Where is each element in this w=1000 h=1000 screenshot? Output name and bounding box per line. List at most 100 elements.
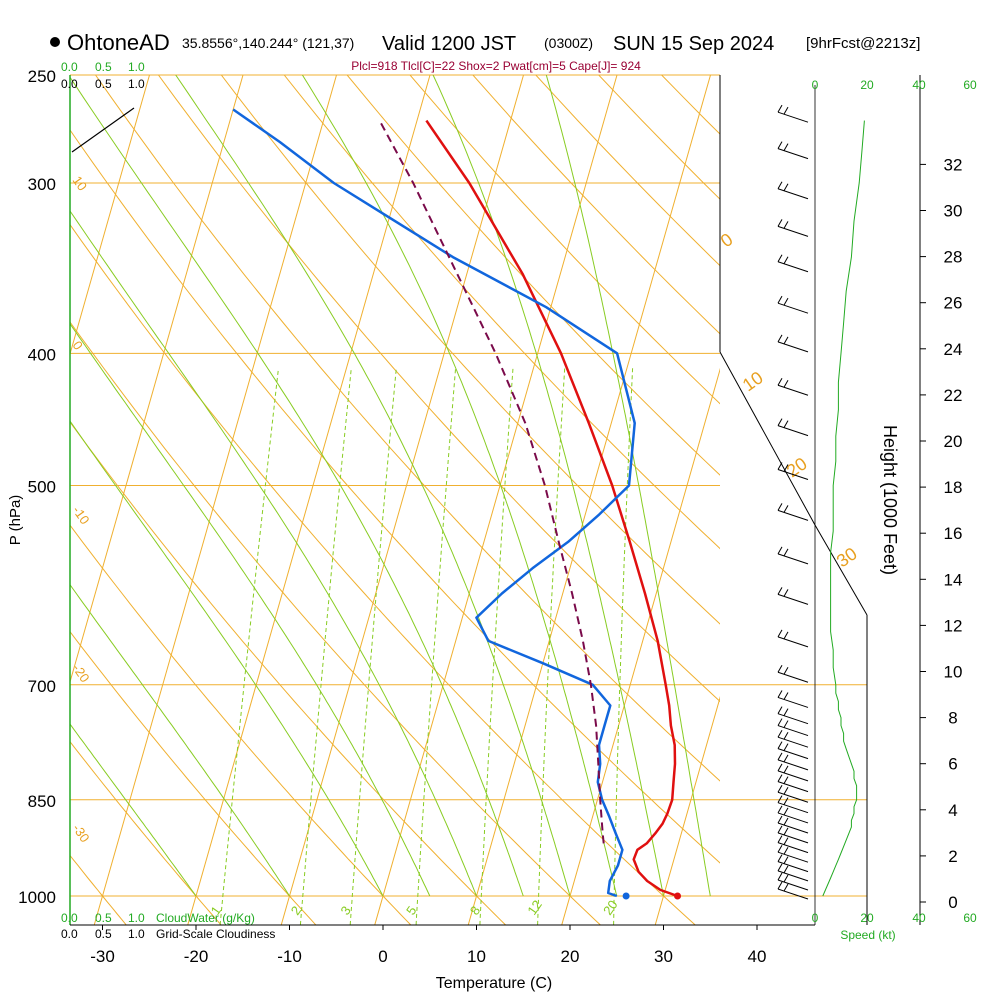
temperature-tick-label: 20 <box>561 947 580 966</box>
pressure-tick-label: 1000 <box>18 888 56 907</box>
isotherm-label: -30 <box>70 821 93 845</box>
wind-barb <box>777 763 809 782</box>
moist-adiabat-line <box>70 420 384 897</box>
sounding-series <box>232 108 678 898</box>
mixing-ratio-label: 20 <box>600 897 621 917</box>
pressure-tick-label: 400 <box>28 345 56 364</box>
temperature-tick-label: 10 <box>467 947 486 966</box>
cloud-scale-top: 0.0 0.5 1.0 0.0 0.5 1.0 <box>61 60 145 91</box>
speed-bottom-40: 40 <box>912 911 926 925</box>
isotherm-label: -10 <box>70 503 93 527</box>
moist-adiabat-line <box>301 75 618 897</box>
wind-barb <box>777 295 809 314</box>
dry-adiabat-line <box>716 0 1000 925</box>
wind-barb <box>777 629 809 648</box>
dry-adiabat-line <box>157 75 720 703</box>
wind-barb <box>777 418 809 437</box>
cloud-top-black-1: 0.5 <box>95 77 112 91</box>
isotherm-lines <box>70 75 720 925</box>
pressure-tick-label: 700 <box>28 677 56 696</box>
height-tick-label: 8 <box>948 709 957 728</box>
wind-barb <box>777 546 809 565</box>
height-tick-label: 16 <box>944 524 963 543</box>
wind-barb <box>777 844 809 863</box>
height-tick-label: 0 <box>948 893 957 912</box>
isotherm-line <box>70 75 244 684</box>
speed-scale: 0 20 40 60 0 20 40 60 Speed (kt) <box>812 78 977 942</box>
dry-adiabat-line <box>893 0 1000 925</box>
height-tick-label: 10 <box>944 663 963 682</box>
isotherm-label: 10 <box>70 173 91 193</box>
temperature-tick-label: 0 <box>378 947 387 966</box>
station-name: OhtoneAD <box>67 30 170 55</box>
wind-barb <box>777 785 809 803</box>
speed-top-60: 60 <box>963 78 977 92</box>
speed-profile-line <box>822 120 865 897</box>
wind-barb <box>777 795 809 814</box>
temperature-tick-label: 40 <box>748 947 767 966</box>
wind-barb <box>777 805 809 824</box>
height-tick-label: 28 <box>944 248 963 267</box>
height-tick-label: 32 <box>944 155 963 174</box>
dry-adiabat-line <box>283 75 720 550</box>
dry-adiabat-line <box>657 0 1000 925</box>
cloudiness-label: Grid-Scale Cloudiness <box>156 927 275 941</box>
wind-barb <box>777 835 809 854</box>
isotherm-line <box>280 75 525 925</box>
moist-adiabat-line <box>70 723 197 897</box>
surface-point <box>674 892 682 900</box>
height-tick-label: 12 <box>944 616 963 635</box>
valid-time: Valid 1200 JST <box>382 33 516 55</box>
cloud-bottom-black-2: 1.0 <box>128 927 145 941</box>
speed-axis-label: Speed (kt) <box>840 928 895 942</box>
dry-adiabat-line <box>472 75 720 335</box>
speed-top-40: 40 <box>912 78 926 92</box>
wind-barb <box>777 706 809 725</box>
dry-adiabat-line <box>94 75 720 782</box>
moist-adiabat-line <box>70 583 290 897</box>
dry-adiabat-line <box>0 0 31 925</box>
surface-point <box>622 892 630 900</box>
wind-barb <box>777 729 809 748</box>
wind-barb <box>777 219 809 237</box>
pressure-tick-label: 850 <box>28 792 56 811</box>
mixing-ratio-line <box>349 367 397 925</box>
dry-adiabat-lines <box>0 0 1000 925</box>
wind-barb <box>777 254 809 273</box>
dry-adiabat-line <box>346 75 720 476</box>
wind-barb <box>777 334 809 353</box>
temperature-tick-label: -30 <box>90 947 115 966</box>
mixing-ratio-label: 2 <box>288 903 304 918</box>
cloud-scale-bottom: 0.0 0.5 1.0 CloudWater (g/Kg) 0.0 0.5 1.… <box>61 911 275 941</box>
moist-adiabat-lines <box>70 75 711 897</box>
temperature-axis: -30 -20 -10 0 10 20 30 40 <box>90 925 766 966</box>
cloud-water-label: CloudWater (g/Kg) <box>156 911 255 925</box>
wind-barb <box>777 881 809 900</box>
x-axis-label: Temperature (C) <box>436 975 552 992</box>
wind-barb <box>777 104 809 123</box>
wind-barb <box>777 854 809 873</box>
speed-bottom-60: 60 <box>963 911 977 925</box>
dry-adiabat-label: 20 <box>783 453 811 481</box>
wind-barb <box>777 774 809 793</box>
wind-barbs <box>777 104 809 900</box>
speed-top-0: 0 <box>812 78 819 92</box>
moist-adiabat-line <box>432 75 664 897</box>
dry-adiabat-label: 30 <box>833 543 861 571</box>
indices-line: Plcl=918 Tlcl[C]=22 Shox=2 Pwat[cm]=5 Ca… <box>351 59 641 73</box>
dry-adiabat-line <box>535 75 720 267</box>
wind-speed-profile <box>822 120 865 897</box>
wind-barb <box>777 503 809 521</box>
height-tick-label: 2 <box>948 847 957 866</box>
wind-barb <box>777 718 809 737</box>
mixing-ratio-line <box>219 367 279 925</box>
height-tick-label: 22 <box>944 386 963 405</box>
moist-adiabat-line <box>70 322 431 897</box>
pressure-tick-label: 300 <box>28 175 56 194</box>
cloud-top-black-0: 0.0 <box>61 77 78 91</box>
valid-date: SUN 15 Sep 2024 <box>613 33 774 55</box>
wind-barb <box>777 690 809 708</box>
cloud-top-green-0: 0.0 <box>61 60 78 74</box>
